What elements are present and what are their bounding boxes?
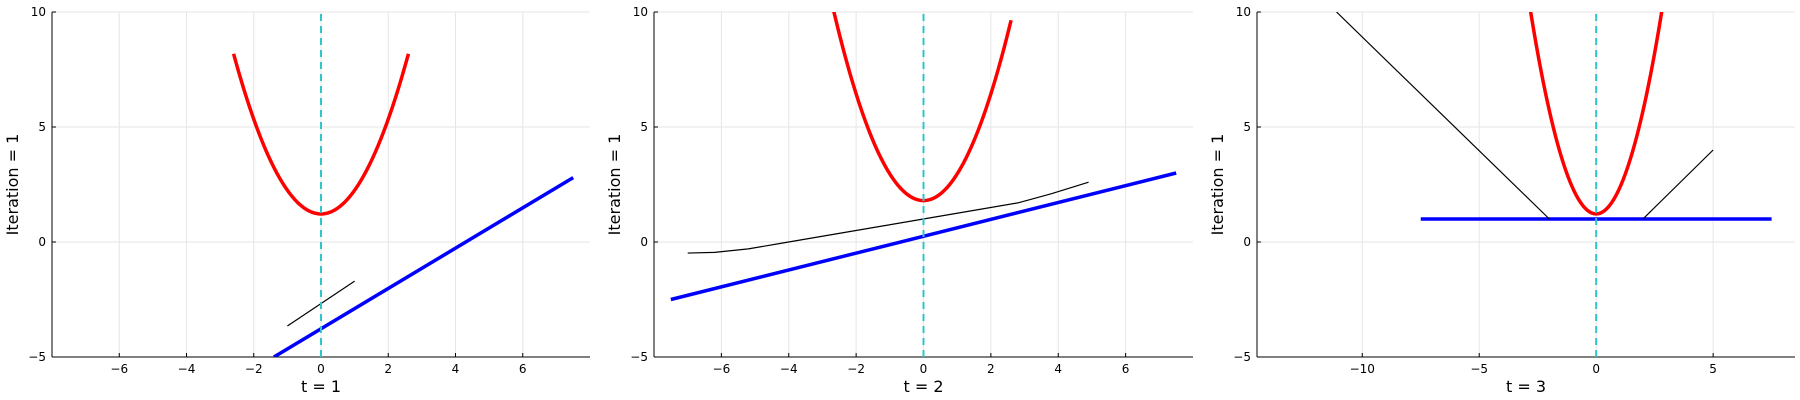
subplot-2: −6 −4 −2 0 2 4 6 −5 0 5 10 t = 2 Iteration = 1	[605, 5, 1193, 396]
series-group	[231, 12, 575, 357]
series-line-1	[1528, 12, 1664, 216]
y-axis-label: Iteration = 1	[3, 134, 22, 236]
y-tick-label: −5	[630, 350, 648, 364]
x-tick-label: 0	[317, 362, 325, 376]
y-tick-label: 0	[640, 235, 648, 249]
x-tick-label: −4	[780, 362, 798, 376]
x-tick-label: 4	[1054, 362, 1062, 376]
x-tick-label: 0	[1592, 362, 1600, 376]
x-tick-label: −2	[245, 362, 263, 376]
x-tick-label: −10	[1350, 362, 1375, 376]
x-tick-label: 6	[1122, 362, 1130, 376]
series-line-3	[1336, 12, 1550, 220]
series-group	[670, 12, 1177, 357]
series-line-1	[832, 12, 1013, 203]
x-tick-label: 0	[920, 362, 928, 376]
x-tick-label: −6	[713, 362, 731, 376]
y-tick-label: 5	[1243, 120, 1251, 134]
series-group	[1336, 12, 1772, 357]
subplot-1: −6 −4 −2 0 2 4 6 −5 0 5 10 t = 1 Iteration = 1	[3, 5, 590, 396]
series-line-1	[231, 53, 411, 216]
y-tick-label: 0	[1243, 235, 1251, 249]
x-tick-label: 2	[987, 362, 995, 376]
x-tick-label: −4	[178, 362, 196, 376]
y-tick-label: 10	[31, 5, 46, 19]
x-tick-label: 5	[1709, 362, 1717, 376]
x-axis-label: t = 2	[903, 377, 943, 396]
x-axis-label: t = 1	[301, 377, 341, 396]
x-tick-label: −5	[1470, 362, 1488, 376]
y-tick-label: 5	[640, 120, 648, 134]
x-tick-label: 4	[452, 362, 460, 376]
series-line-4	[1642, 149, 1714, 220]
y-axis-label: Iteration = 1	[605, 134, 624, 236]
subplot-3: −10 −5 0 5 −5 0 5 10 t = 3 Iteration = 1	[1208, 5, 1795, 396]
x-tick-label: 2	[384, 362, 392, 376]
y-tick-label: 10	[1236, 5, 1251, 19]
y-tick-label: 5	[38, 120, 46, 134]
series-line-2	[273, 176, 575, 357]
y-tick-label: 10	[633, 5, 648, 19]
x-axis-label: t = 3	[1506, 377, 1546, 396]
x-tick-label: −6	[110, 362, 128, 376]
y-tick-label: −5	[1233, 350, 1251, 364]
y-tick-label: 0	[38, 235, 46, 249]
y-axis-label: Iteration = 1	[1208, 134, 1227, 236]
y-tick-label: −5	[28, 350, 46, 364]
x-tick-label: −2	[847, 362, 865, 376]
x-tick-label: 6	[519, 362, 527, 376]
series-line-3	[687, 181, 1089, 254]
